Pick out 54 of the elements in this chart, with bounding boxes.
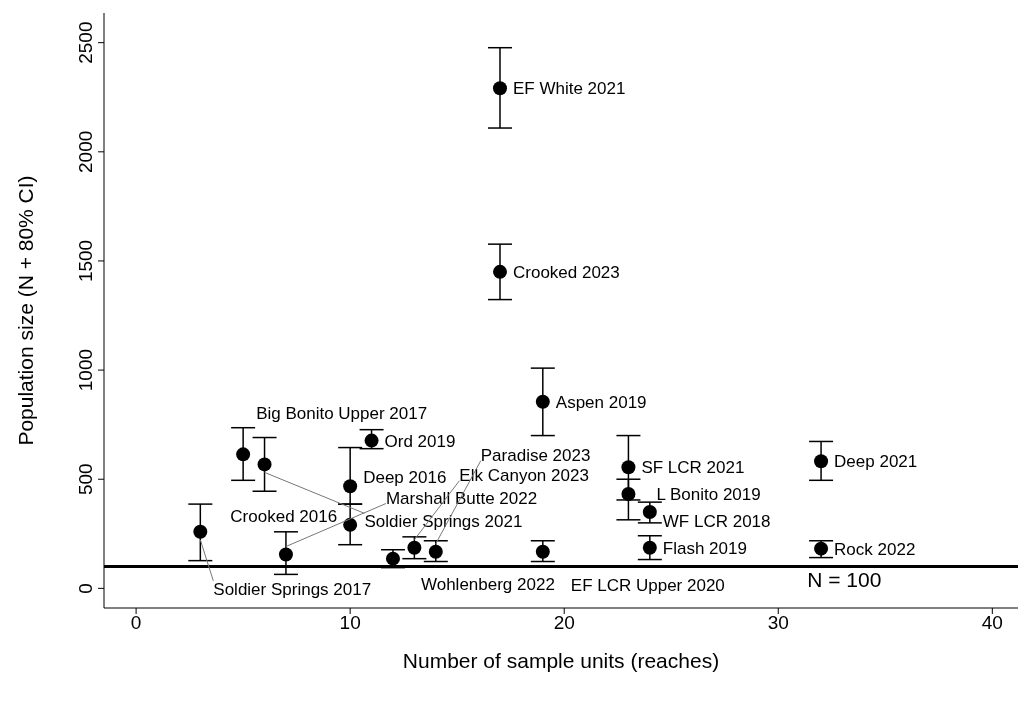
point [278, 547, 293, 562]
y-tick-label: 2000 [75, 130, 96, 173]
point [642, 504, 657, 519]
annotation: L Bonito 2019 [656, 485, 761, 505]
annotation: Crooked 2016 [230, 506, 338, 526]
annotation: Soldier Springs 2021 [364, 512, 523, 532]
point [621, 460, 636, 475]
annotation: EF LCR Upper 2020 [570, 575, 725, 595]
point [535, 394, 550, 409]
point [814, 541, 829, 556]
annotation: Marshall Butte 2022 [385, 488, 538, 508]
point [385, 551, 400, 566]
point [642, 540, 657, 555]
point [407, 540, 422, 555]
ref-line-label: N = 100 [807, 567, 882, 591]
point [236, 447, 251, 462]
point [428, 544, 443, 559]
annotation: Ord 2019 [384, 431, 456, 451]
point [493, 264, 507, 279]
x-axis-title: Number of sample units (reaches) [402, 649, 720, 672]
annotation: WF LCR 2018 [662, 511, 771, 531]
annotation: Paradise 2023 [480, 445, 591, 465]
point [493, 81, 507, 96]
point [193, 524, 208, 539]
y-tick-label: 0 [75, 583, 96, 594]
y-tick-label: 2500 [75, 21, 96, 64]
point [814, 454, 829, 469]
point [343, 517, 358, 532]
y-tick-label: 500 [75, 463, 96, 496]
point [343, 479, 358, 494]
annotation: EF White 2021 [513, 79, 626, 99]
y-axis-title: Population size (N + 80% CI) [14, 175, 38, 446]
annotation: Soldier Springs 2017 [213, 579, 372, 599]
point [621, 487, 636, 502]
y-tick-label: 1500 [75, 239, 96, 283]
point [535, 544, 550, 559]
x-tick-label: 0 [130, 612, 142, 634]
x-tick-label: 40 [981, 612, 1003, 634]
annotation: Big Bonito Upper 2017 [256, 404, 428, 424]
y-tick-label: 1000 [75, 348, 96, 392]
annotation: Deep 2021 [834, 452, 918, 472]
annotation: Wohlenberg 2022 [420, 574, 555, 594]
point [257, 457, 272, 472]
annotation: Crooked 2023 [513, 262, 620, 282]
annotation: Deep 2016 [363, 468, 447, 488]
annotation: Aspen 2019 [555, 392, 647, 412]
annotation: Flash 2019 [662, 538, 747, 558]
x-tick-label: 10 [339, 612, 361, 634]
annotation: Elk Canyon 2023 [459, 465, 589, 485]
x-tick-label: 20 [553, 612, 575, 634]
point [364, 433, 379, 448]
x-tick-label: 30 [767, 612, 789, 634]
annotation: Rock 2022 [834, 539, 916, 559]
annotation: SF LCR 2021 [641, 458, 745, 478]
